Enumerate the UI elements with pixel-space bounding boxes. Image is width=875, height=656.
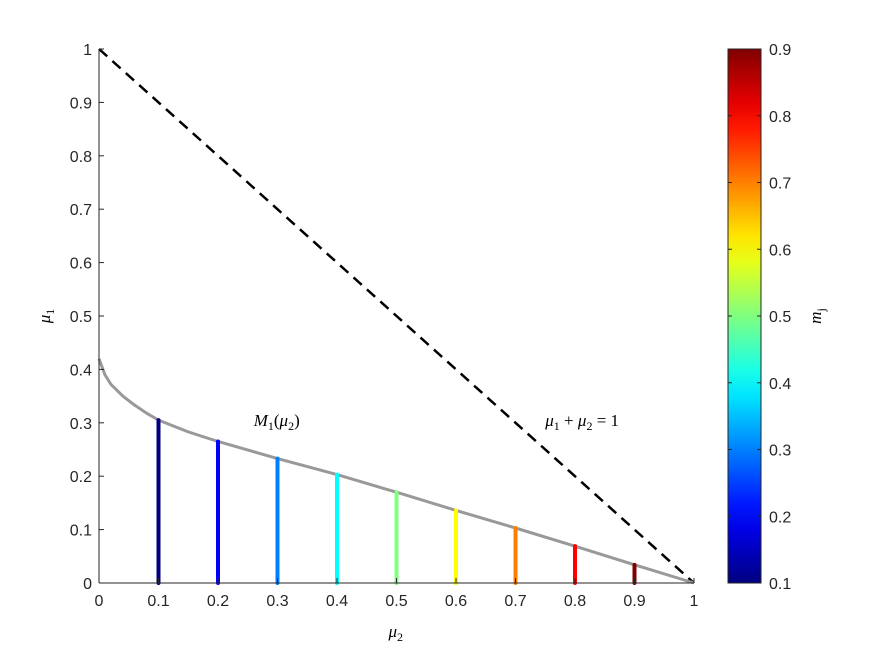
x-axis-label: μ2 xyxy=(388,622,404,644)
y-tick-label: 0.6 xyxy=(70,256,92,273)
colorbar-tick-label: 0.7 xyxy=(769,176,791,193)
colorbar-tick-label: 0.4 xyxy=(769,376,791,393)
curve-annotation: M1(μ2) xyxy=(253,411,300,433)
x-tick-label: 0.4 xyxy=(326,593,348,610)
y-tick-label: 0.5 xyxy=(70,309,92,326)
colorbar-tick-label: 0.8 xyxy=(769,109,791,126)
x-tick-label: 0.9 xyxy=(623,593,645,610)
y-tick-label: 0.4 xyxy=(70,362,92,379)
x-tick-label: 0 xyxy=(95,593,104,610)
x-tick-label: 0.7 xyxy=(504,593,526,610)
x-tick-label: 1 xyxy=(690,593,699,610)
x-tick-label: 0.1 xyxy=(147,593,169,610)
plot-area xyxy=(97,48,695,585)
y-tick-label: 0 xyxy=(83,576,92,593)
x-axis: 0 0.1 0.2 0.3 0.4 0.5 0.6 0.7 0.8 0.9 1 xyxy=(95,578,699,610)
y-tick-label: 0.8 xyxy=(70,149,92,166)
colorbar-tick-label: 0.6 xyxy=(769,242,791,259)
y-tick-label: 0.3 xyxy=(70,416,92,433)
y-axis: 0 0.1 0.2 0.3 0.4 0.5 0.6 0.7 0.8 0.9 1 xyxy=(70,42,104,593)
y-tick-label: 0.7 xyxy=(70,202,92,219)
y-axis-label: μ1 xyxy=(35,309,57,325)
x-tick-label: 0.6 xyxy=(445,593,467,610)
dashed-line-series xyxy=(98,48,695,584)
colorbar-tick-label: 0.5 xyxy=(769,309,791,326)
x-tick-label: 0.2 xyxy=(207,593,229,610)
colorbar-tick-label: 0.9 xyxy=(769,42,791,59)
colorbar-label: mj xyxy=(806,308,828,324)
y-tick-label: 1 xyxy=(83,42,92,59)
y-tick-label: 0.2 xyxy=(70,469,92,486)
x-tick-label: 0.8 xyxy=(564,593,586,610)
line-annotation: μ1 + μ2 = 1 xyxy=(544,411,619,433)
colorbar-fill xyxy=(728,49,761,583)
colorbar-tick-label: 0.3 xyxy=(769,443,791,460)
colorbar-tick-label: 0.2 xyxy=(769,509,791,526)
colorbar-tick-label: 0.1 xyxy=(769,576,791,593)
y-tick-label: 0.1 xyxy=(70,523,92,540)
x-tick-label: 0.5 xyxy=(385,593,407,610)
y-tick-label: 0.9 xyxy=(70,95,92,112)
colorbar: 0.1 0.2 0.3 0.4 0.5 0.6 0.7 0.8 0.9 mj xyxy=(727,42,828,593)
labels: M1(μ2) μ1 + μ2 = 1 μ2 μ1 xyxy=(35,309,619,644)
x-tick-label: 0.3 xyxy=(266,593,288,610)
